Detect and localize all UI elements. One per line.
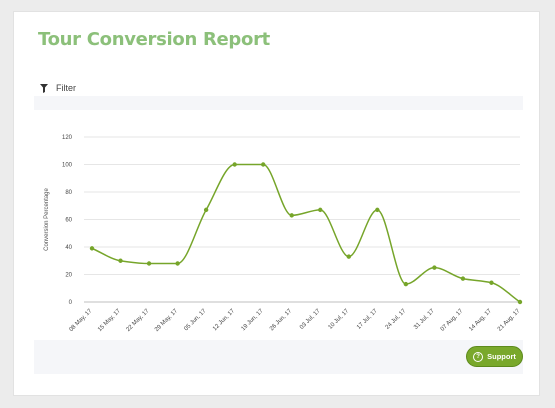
y-tick-label: 40 xyxy=(65,245,72,251)
data-point[interactable] xyxy=(318,207,323,213)
x-tick-label: 17 Jul, 17 xyxy=(356,308,379,331)
data-point[interactable] xyxy=(175,261,180,266)
x-tick-label: 14 Aug, 17 xyxy=(468,308,493,333)
data-point[interactable] xyxy=(346,254,351,259)
data-point[interactable] xyxy=(460,276,466,281)
series-line xyxy=(91,163,521,303)
y-tick-label: 100 xyxy=(62,163,73,169)
data-point[interactable] xyxy=(289,213,294,218)
footer-bar xyxy=(34,340,523,374)
x-tick-label: 24 Jul, 17 xyxy=(385,308,408,331)
filter-button[interactable]: Filter xyxy=(40,81,76,95)
filter-label: Filter xyxy=(56,83,76,93)
x-tick-label: 21 Aug, 17 xyxy=(497,308,522,333)
data-point[interactable] xyxy=(375,207,380,213)
x-tick-label: 03 Jul, 17 xyxy=(299,308,322,331)
data-point[interactable] xyxy=(517,299,523,305)
page-title: Tour Conversion Report xyxy=(38,29,270,50)
x-tick-label: 29 May, 17 xyxy=(154,308,179,333)
data-point[interactable] xyxy=(403,281,409,287)
data-point[interactable] xyxy=(489,280,494,285)
y-tick-label: 0 xyxy=(69,300,73,306)
x-tick-label: 07 Aug, 17 xyxy=(440,308,465,333)
data-point[interactable] xyxy=(203,207,209,213)
support-label: Support xyxy=(487,352,516,361)
x-tick-label: 05 Jun, 17 xyxy=(183,308,208,333)
data-point[interactable] xyxy=(89,246,95,251)
x-tick-label: 26 Jun, 17 xyxy=(269,308,294,333)
x-tick-label: 12 Jun, 17 xyxy=(212,308,237,333)
x-tick-label: 10 Jul, 17 xyxy=(328,308,351,331)
data-point[interactable] xyxy=(432,265,437,270)
conversion-chart: Conversion Percentage 0 20 40 60 80 100 120 08… xyxy=(34,112,523,344)
y-tick-label: 60 xyxy=(65,218,72,224)
report-card: Tour Conversion Report Filter Conversion… xyxy=(13,11,540,396)
x-tick-label: 19 Jun, 17 xyxy=(241,308,266,333)
question-circle-icon: ? xyxy=(473,351,484,362)
y-axis-label: Conversion Percentage xyxy=(44,187,50,250)
y-tick-label: 80 xyxy=(65,190,72,196)
data-point[interactable] xyxy=(232,162,237,167)
y-tick-label: 20 xyxy=(65,273,72,279)
data-point[interactable] xyxy=(146,261,152,266)
funnel-icon xyxy=(40,83,48,93)
filter-bar xyxy=(34,96,523,110)
x-tick-label: 15 May, 17 xyxy=(97,308,122,333)
data-point[interactable] xyxy=(118,258,123,263)
y-tick-label: 120 xyxy=(62,135,73,141)
x-tick-label: 08 May, 17 xyxy=(68,308,93,333)
x-tick-label: 31 Jul, 17 xyxy=(413,308,436,331)
x-tick-label: 22 May, 17 xyxy=(126,308,151,333)
support-button[interactable]: ? Support xyxy=(466,346,523,367)
data-point[interactable] xyxy=(261,162,266,167)
conversion-chart-svg: Conversion Percentage 0 20 40 60 80 100 120 08… xyxy=(44,135,523,333)
